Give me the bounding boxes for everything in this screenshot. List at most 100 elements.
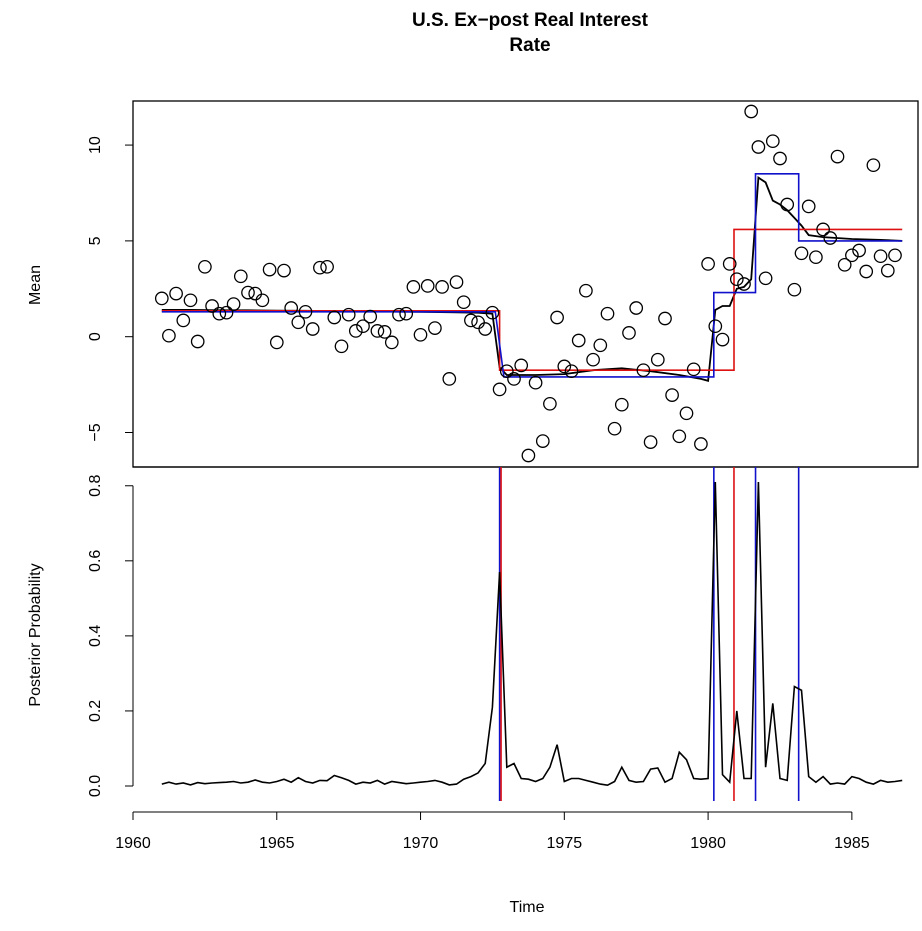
top-series-line-0 — [161, 175, 903, 382]
data-point — [485, 305, 500, 320]
top-panel: −5 0 5 10 — [87, 100, 919, 468]
data-point — [794, 246, 809, 261]
data-point — [413, 327, 428, 342]
data-point — [751, 140, 766, 154]
data-point — [298, 304, 313, 319]
data-point — [399, 306, 414, 321]
data-point — [420, 279, 435, 293]
data-point — [370, 324, 385, 338]
data-point — [435, 280, 449, 294]
x-tick-label: 1980 — [690, 835, 726, 852]
top-y-axis-label: Mean — [27, 265, 44, 305]
bottom-y-tick-label: 0.2 — [87, 700, 104, 722]
data-point — [384, 335, 399, 350]
data-point — [845, 248, 859, 263]
data-point — [162, 328, 176, 343]
data-point — [773, 151, 787, 166]
data-point — [313, 260, 327, 275]
data-point — [852, 243, 866, 258]
chart-title-line-2: Rate — [509, 35, 550, 56]
data-point — [499, 364, 514, 379]
top-panel-frame — [132, 100, 919, 468]
data-point — [233, 269, 248, 284]
data-point — [758, 271, 773, 286]
data-point — [190, 334, 205, 349]
data-point — [694, 437, 708, 451]
data-point — [535, 434, 550, 448]
data-point — [708, 319, 723, 334]
top-y-tick-label: 5 — [87, 236, 104, 245]
data-point — [650, 352, 665, 367]
data-point — [241, 285, 255, 300]
data-point — [830, 149, 845, 164]
data-point — [859, 264, 874, 279]
x-tick-label: 1960 — [115, 835, 151, 852]
data-point — [586, 352, 600, 367]
data-point — [809, 250, 823, 265]
data-point — [729, 272, 744, 287]
data-point — [456, 295, 471, 310]
data-point — [722, 257, 737, 271]
data-point — [679, 406, 694, 421]
data-point — [765, 134, 780, 149]
data-point — [169, 286, 183, 301]
data-point — [341, 307, 356, 322]
data-point — [363, 309, 378, 324]
top-y-tick-label: 0 — [87, 332, 104, 341]
x-tick-label: 1975 — [547, 835, 583, 852]
data-point — [406, 280, 421, 294]
data-point — [291, 315, 306, 330]
data-point — [183, 293, 198, 308]
data-point — [888, 248, 902, 263]
data-point — [305, 322, 320, 336]
data-point — [492, 382, 507, 397]
data-point — [614, 397, 629, 412]
data-point — [507, 372, 521, 386]
data-point — [198, 259, 212, 274]
data-point — [514, 358, 529, 373]
data-point — [255, 293, 270, 308]
data-point — [636, 363, 651, 378]
data-point — [428, 321, 442, 335]
bottom-panel: 0.0 0.2 0.4 0.6 0.8 1960 1965 1970 1975 1980 1985 — [87, 466, 918, 852]
data-point — [672, 429, 687, 444]
data-point — [744, 104, 759, 119]
data-point — [205, 299, 219, 313]
data-point — [543, 396, 557, 411]
data-point — [686, 362, 701, 377]
data-point — [564, 364, 579, 379]
data-point — [600, 306, 615, 321]
data-point — [816, 222, 830, 237]
data-point — [643, 435, 658, 449]
data-point — [334, 339, 349, 354]
data-point — [571, 333, 586, 348]
data-point — [327, 310, 342, 325]
data-point — [629, 301, 644, 315]
x-tick-label: 1965 — [259, 835, 295, 852]
chart-title-line-1: U.S. Ex−post Real Interest — [412, 10, 649, 31]
data-point — [866, 158, 881, 173]
data-point — [471, 315, 485, 330]
data-point — [320, 259, 334, 274]
data-point — [737, 277, 751, 291]
top-series-line-2 — [161, 173, 903, 378]
bottom-y-tick-label: 0.6 — [87, 550, 104, 572]
data-point — [873, 249, 888, 264]
data-point — [219, 305, 234, 320]
data-point — [248, 286, 263, 301]
data-point — [557, 359, 572, 374]
bottom-y-tick-label: 0.4 — [87, 625, 104, 647]
x-tick-label: 1970 — [403, 835, 439, 852]
data-point — [550, 310, 564, 325]
top-y-tick-label: 10 — [87, 136, 104, 154]
bottom-y-tick-label: 0.0 — [87, 775, 104, 797]
data-point — [780, 197, 795, 212]
data-point — [356, 319, 370, 334]
data-point — [212, 306, 227, 321]
data-point — [787, 282, 802, 297]
data-point — [880, 263, 895, 278]
data-point — [593, 338, 608, 353]
x-tick-label: 1985 — [834, 835, 870, 852]
data-point — [528, 375, 543, 390]
